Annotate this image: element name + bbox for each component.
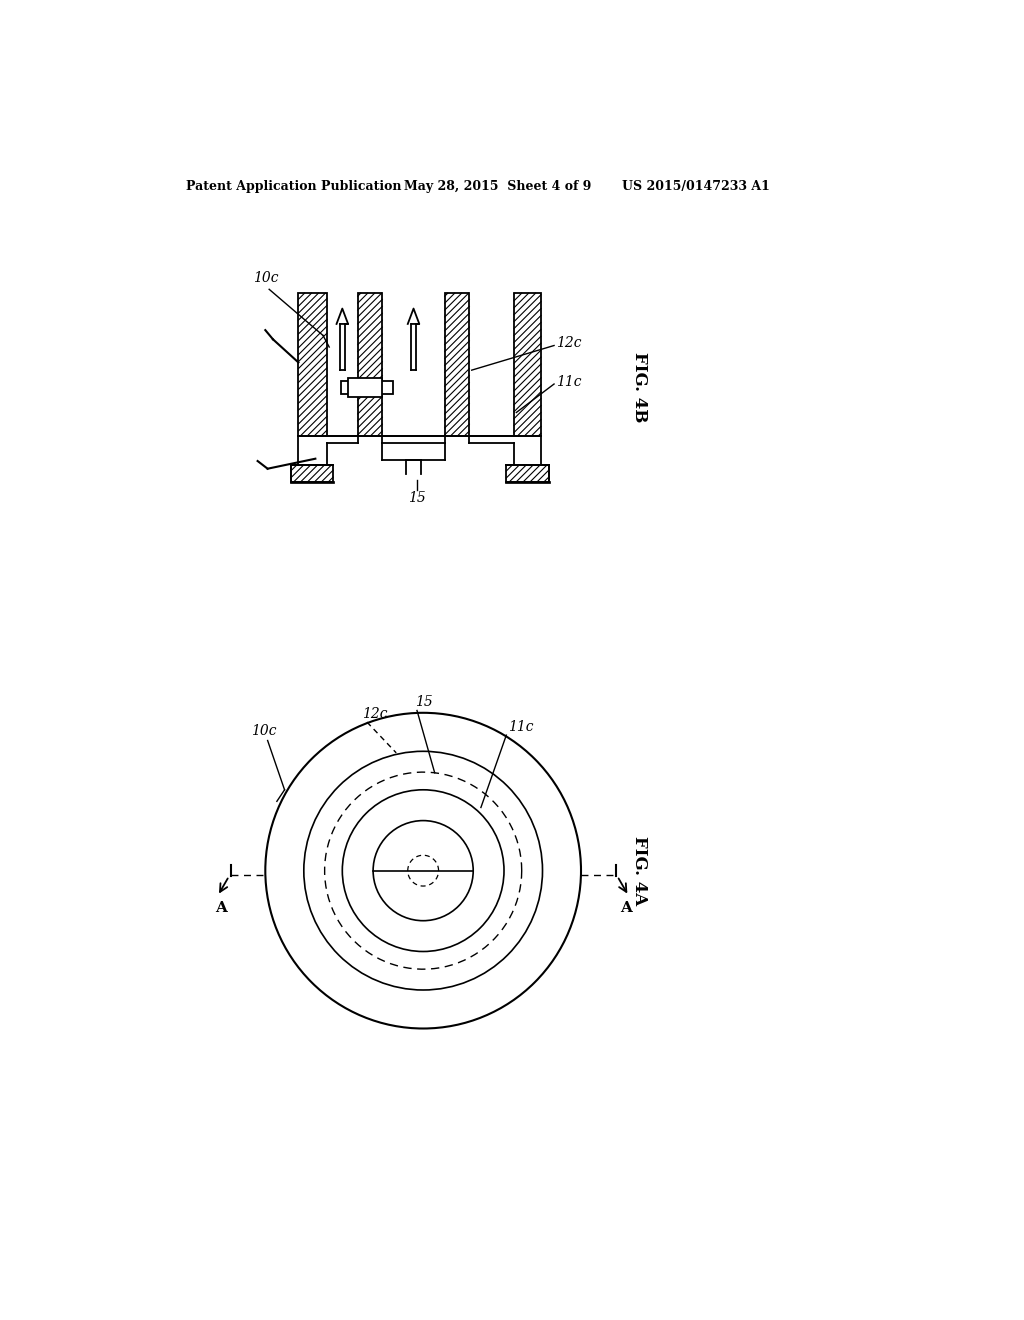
Text: 15: 15: [416, 694, 433, 709]
Text: 12c: 12c: [361, 706, 387, 721]
Bar: [357, 293, 382, 436]
Text: 15: 15: [409, 491, 426, 506]
Bar: [506, 465, 549, 482]
Text: US 2015/0147233 A1: US 2015/0147233 A1: [622, 181, 770, 194]
Text: A: A: [215, 902, 226, 916]
Bar: [514, 293, 541, 436]
Text: 10c: 10c: [253, 272, 279, 285]
Text: 12c: 12c: [556, 337, 582, 350]
Bar: [291, 465, 333, 482]
Bar: [444, 293, 469, 436]
Bar: [348, 378, 382, 397]
Text: FIG. 4B: FIG. 4B: [631, 352, 648, 422]
Text: 11c: 11c: [508, 719, 534, 734]
Text: 10c: 10c: [251, 725, 276, 738]
Text: May 28, 2015  Sheet 4 of 9: May 28, 2015 Sheet 4 of 9: [403, 181, 591, 194]
Text: Patent Application Publication: Patent Application Publication: [186, 181, 401, 194]
Text: FIG. 4A: FIG. 4A: [631, 836, 648, 906]
Text: 11c: 11c: [556, 375, 582, 388]
Bar: [298, 293, 327, 436]
Bar: [341, 380, 392, 395]
Text: A: A: [620, 902, 632, 916]
